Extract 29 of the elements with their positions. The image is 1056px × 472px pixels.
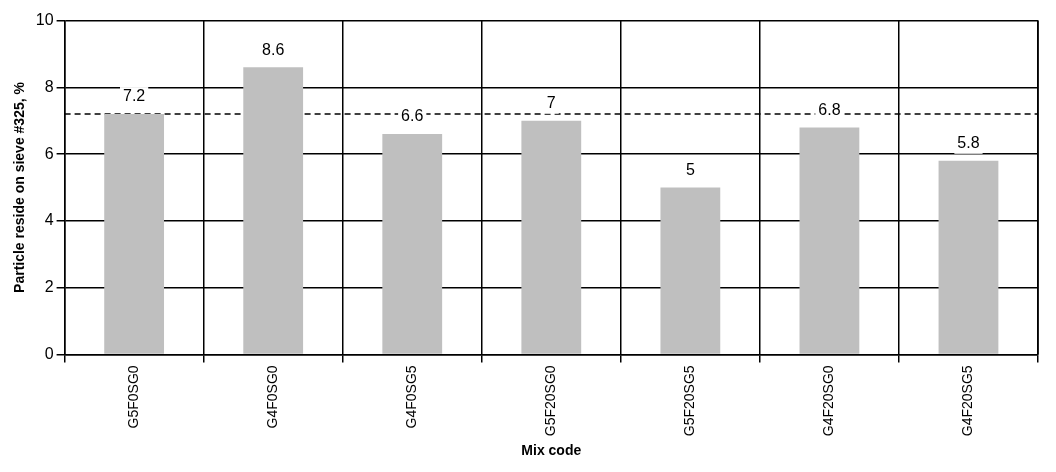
y-tick-label: 4 [44,211,54,229]
y-tick-label: 8 [44,77,54,95]
x-tick-label: G5F0SG0 [124,365,141,429]
x-tick-label: G5F20SG5 [681,365,698,437]
y-tick-label: 10 [35,11,54,29]
y-tick-label: 6 [44,144,54,162]
bar [104,114,165,354]
y-axis-title: Particle reside on sieve #325, % [11,81,28,293]
x-tick-label: G4F0SG5 [403,365,420,429]
data-label: 5.8 [957,134,980,152]
x-tick-label: G4F20SG5 [959,365,976,437]
x-tick-label: G4F20SG0 [820,365,837,437]
bar [938,160,999,354]
x-axis-title: Mix code [521,442,582,459]
y-tick-label: 0 [44,344,54,362]
x-tick-label: G5F20SG0 [542,365,559,437]
data-label: 8.6 [262,40,285,58]
y-tick-label: 2 [44,278,54,296]
x-tick-label: G4F0SG0 [264,365,281,429]
data-label: 7.2 [123,87,146,105]
data-label: 6.6 [401,107,424,125]
bar [243,67,304,354]
data-label: 6.8 [818,100,841,118]
data-label: 7 [546,94,556,112]
bar [382,134,443,354]
bar [660,187,721,354]
bar [521,120,582,354]
bar [799,127,860,354]
data-label: 5 [685,160,695,178]
